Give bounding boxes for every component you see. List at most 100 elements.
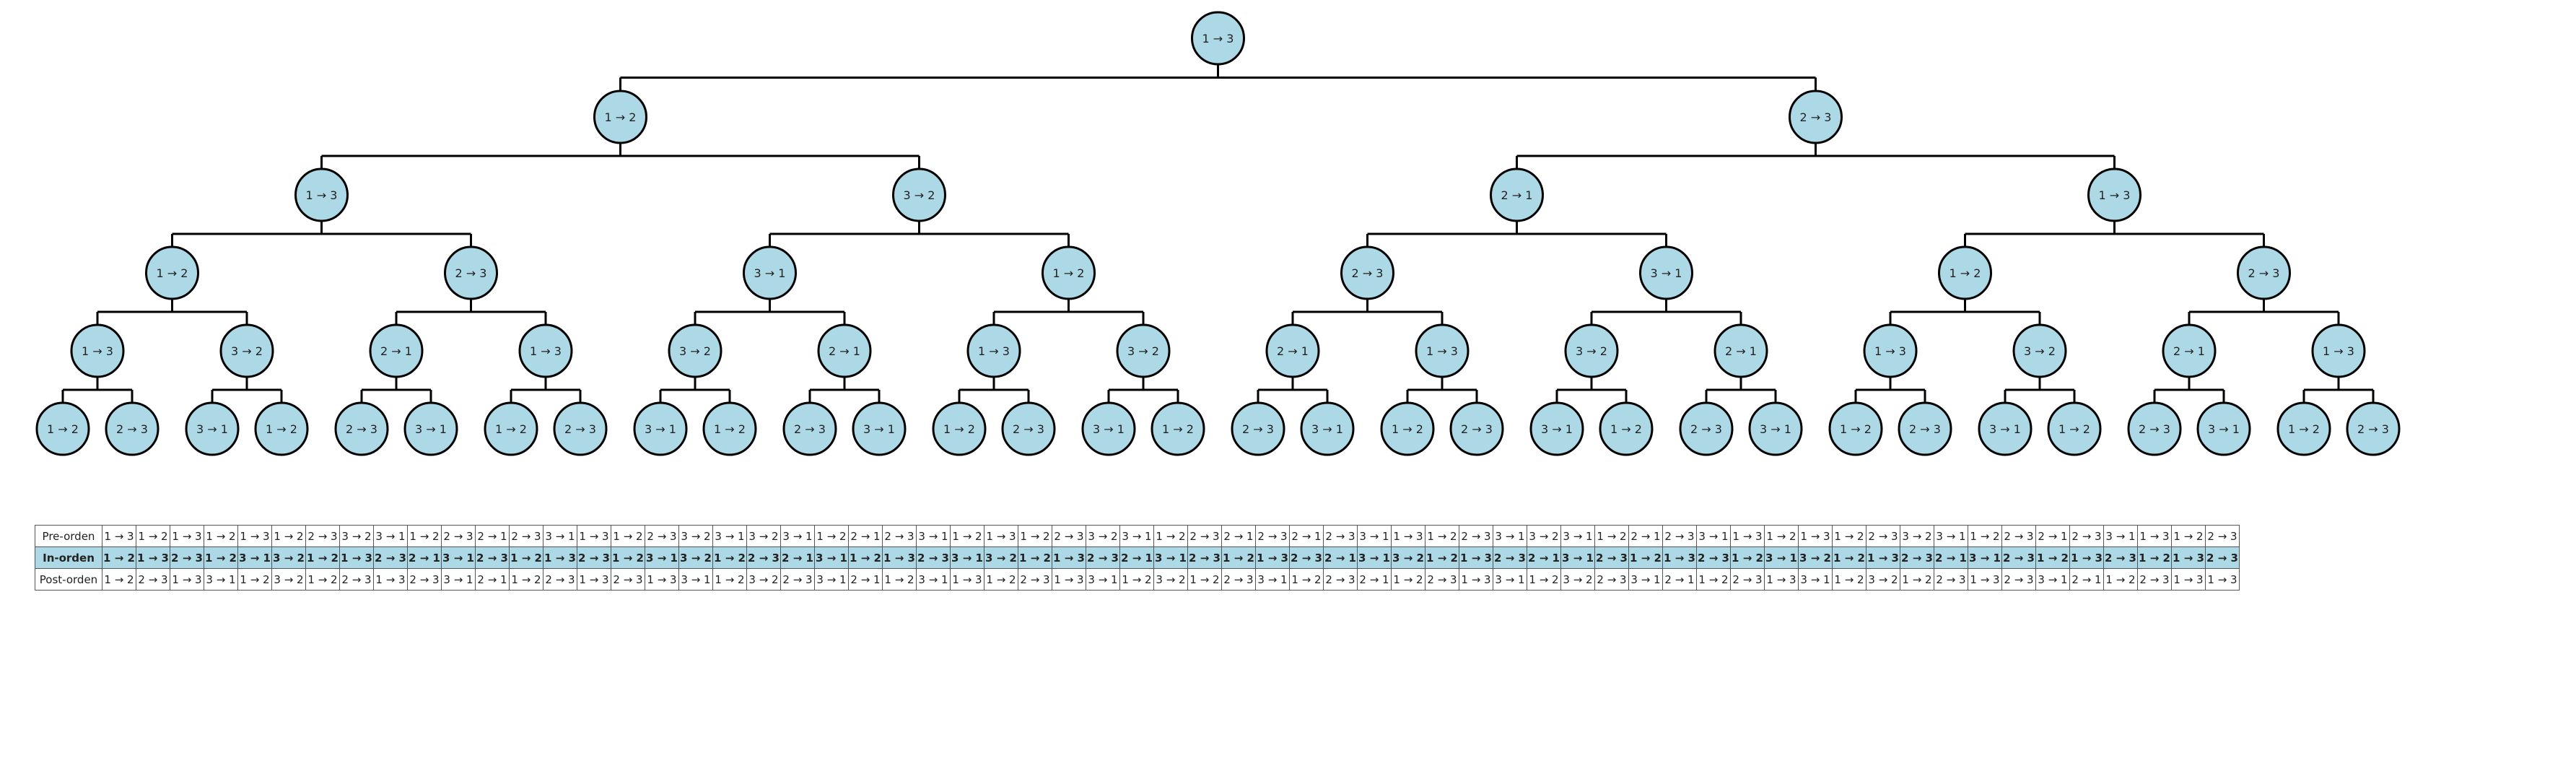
traversal-cell: 3 → 1 xyxy=(1120,526,1154,547)
tree-node-label: 1 → 2 xyxy=(47,422,79,436)
traversal-cell: 1 → 3 xyxy=(136,547,170,569)
traversal-cell: 2 → 1 xyxy=(476,569,510,591)
traversal-cell: 1 → 2 xyxy=(1833,547,1866,569)
traversal-cell: 2 → 3 xyxy=(1459,526,1493,547)
tree-node-label: 2 → 1 xyxy=(380,344,412,358)
traversal-cell: 3 → 1 xyxy=(374,526,408,547)
traversal-cell: 1 → 2 xyxy=(984,569,1018,591)
traversal-cell: 2 → 3 xyxy=(1290,547,1324,569)
tree-node-label: 2 → 3 xyxy=(1909,422,1941,436)
traversal-cell: 2 → 3 xyxy=(1595,547,1629,569)
tree-node: 2 → 3 xyxy=(2129,403,2180,455)
traversal-cell: 2 → 3 xyxy=(408,569,442,591)
traversal-cell: 1 → 2 xyxy=(1900,569,1934,591)
traversal-cell: 3 → 2 xyxy=(1527,526,1561,547)
traversal-cell: 3 → 1 xyxy=(1799,569,1833,591)
traversal-cell: 2 → 3 xyxy=(170,547,204,569)
traversal-cell: 2 → 3 xyxy=(1731,569,1765,591)
traversal-cell: 2 → 3 xyxy=(510,526,543,547)
tree-node: 3 → 2 xyxy=(221,325,273,377)
tree-node: 3 → 1 xyxy=(1979,403,2031,455)
tree-edge xyxy=(1965,221,2264,247)
traversal-cell: 1 → 2 xyxy=(102,547,136,569)
traversal-cell: 2 → 1 xyxy=(1222,526,1256,547)
tree-node-label: 3 → 1 xyxy=(1093,422,1125,436)
tree-node: 1 → 2 xyxy=(1152,403,1204,455)
tree-node-label: 1 → 2 xyxy=(2288,422,2320,436)
traversal-cell: 2 → 3 xyxy=(2002,526,2036,547)
tree-node-label: 3 → 1 xyxy=(1541,422,1573,436)
traversal-cell: 3 → 1 xyxy=(1697,526,1731,547)
traversal-cell: 1 → 2 xyxy=(611,526,645,547)
traversal-table: Pre-orden 1 → 31 → 21 → 31 → 21 → 31 → 22… xyxy=(35,525,2240,591)
tree-node: 2 → 1 xyxy=(1715,325,1767,377)
tree-node-label: 1 → 2 xyxy=(157,266,188,280)
tree-node: 1 → 2 xyxy=(1381,403,1433,455)
traversal-cell: 1 → 3 xyxy=(1392,526,1425,547)
traversal-cell: 1 → 2 xyxy=(1018,547,1052,569)
tree-node: 2 → 1 xyxy=(2163,325,2215,377)
tree-node: 1 → 3 xyxy=(71,325,123,377)
traversal-cell: 1 → 3 xyxy=(577,569,611,591)
tree-node-label: 3 → 1 xyxy=(196,422,228,436)
tree-node: 1 → 3 xyxy=(968,325,1020,377)
tree-node-label: 2 → 3 xyxy=(2248,266,2280,280)
traversal-cell: 3 → 1 xyxy=(2104,526,2138,547)
traversal-cell: 2 → 1 xyxy=(1527,547,1561,569)
tree-node-label: 1 → 3 xyxy=(2323,344,2354,358)
traversal-cell: 3 → 2 xyxy=(679,547,713,569)
tree-node: 1 → 3 xyxy=(2089,169,2141,221)
tree-node-label: 1 → 3 xyxy=(306,188,338,202)
tree-node: 2 → 3 xyxy=(784,403,836,455)
tree-node: 1 → 3 xyxy=(1416,325,1468,377)
tree-edge xyxy=(810,377,879,403)
traversal-cell: 1 → 2 xyxy=(510,547,543,569)
tree-node-label: 1 → 2 xyxy=(714,422,746,436)
tree-node: 3 → 1 xyxy=(1641,247,1693,299)
traversal-cell: 1 → 3 xyxy=(2138,526,2172,547)
traversal-cell: 1 → 3 xyxy=(1731,526,1765,547)
traversal-cell: 3 → 2 xyxy=(1866,569,1900,591)
tree-node: 3 → 1 xyxy=(1301,403,1353,455)
tree-edge xyxy=(1517,143,2115,169)
tree-edge xyxy=(97,299,247,325)
tree-node: 3 → 1 xyxy=(744,247,796,299)
traversal-cell: 2 → 3 xyxy=(883,526,917,547)
tree-node-label: 3 → 1 xyxy=(1651,266,1682,280)
traversal-cell: 3 → 1 xyxy=(2036,569,2070,591)
tree-node-label: 1 → 2 xyxy=(1840,422,1872,436)
traversal-cell: 1 → 2 xyxy=(204,547,238,569)
tree-node: 1 → 2 xyxy=(1600,403,1652,455)
traversal-cell: 2 → 3 xyxy=(1663,526,1697,547)
tree-node-label: 3 → 1 xyxy=(415,422,447,436)
traversal-cell: 3 → 1 xyxy=(679,569,713,591)
traversal-cell: 1 → 2 xyxy=(2138,547,2172,569)
traversal-cell: 2 → 1 xyxy=(476,526,510,547)
traversal-cell: 3 → 2 xyxy=(1086,526,1120,547)
traversal-cell: 1 → 2 xyxy=(1833,526,1866,547)
tree-edge xyxy=(2304,377,2373,403)
traversal-cell: 3 → 2 xyxy=(1561,569,1595,591)
tree-edge xyxy=(2154,377,2224,403)
tree-node-label: 2 → 3 xyxy=(1242,422,1274,436)
traversal-cell: 1 → 3 xyxy=(577,526,611,547)
traversal-cell: 3 → 1 xyxy=(442,569,476,591)
traversal-cell: 3 → 1 xyxy=(1358,547,1392,569)
traversal-cell: 1 → 2 xyxy=(1968,526,2002,547)
tree-node: 2 → 3 xyxy=(1790,91,1842,143)
traversal-cell: 3 → 1 xyxy=(917,569,951,591)
tree-node: 1 → 2 xyxy=(1939,247,1991,299)
traversal-cell: 1 → 2 xyxy=(238,569,272,591)
traversal-cell: 1 → 2 xyxy=(306,547,340,569)
traversal-cell: 2 → 3 xyxy=(1697,547,1731,569)
traversal-cell: 1 → 2 xyxy=(272,526,306,547)
traversal-cell: 2 → 3 xyxy=(1086,547,1120,569)
traversal-cell: 2 → 3 xyxy=(1425,569,1459,591)
traversal-cell: 3 → 1 xyxy=(951,547,984,569)
traversal-cell: 2 → 1 xyxy=(1290,526,1324,547)
traversal-cell: 3 → 2 xyxy=(984,547,1018,569)
tree-edge xyxy=(1890,299,2040,325)
traversal-cell: 1 → 3 xyxy=(645,569,679,591)
tree-node-label: 2 → 3 xyxy=(2139,422,2170,436)
traversal-cell: 3 → 1 xyxy=(645,547,679,569)
